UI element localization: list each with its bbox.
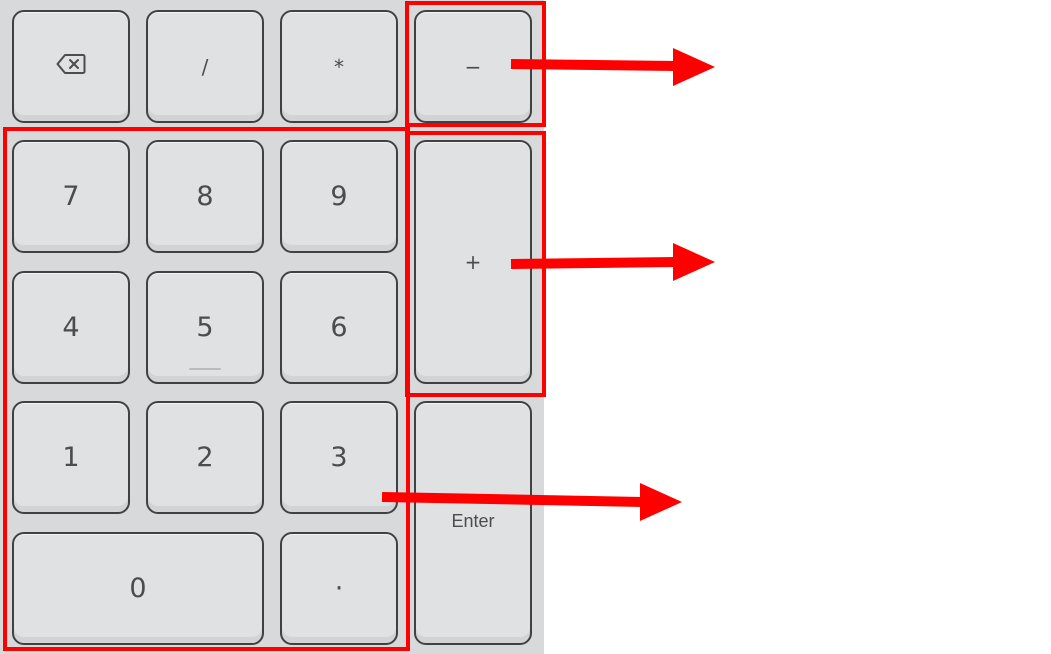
zero-key-label: 0 — [129, 573, 147, 604]
nine-key[interactable]: 9 — [280, 140, 398, 253]
minus-key-label: − — [464, 54, 482, 79]
enter-key-label: Enter — [451, 511, 495, 531]
one-key-label: 1 — [62, 442, 80, 473]
six-key[interactable]: 6 — [280, 271, 398, 384]
five-key-label: 5 — [196, 312, 214, 343]
eight-key[interactable]: 8 — [146, 140, 264, 253]
backspace-icon — [56, 51, 86, 82]
backspace-key[interactable] — [12, 10, 130, 123]
six-key-label: 6 — [330, 312, 348, 343]
one-key[interactable]: 1 — [12, 401, 130, 514]
four-key[interactable]: 4 — [12, 271, 130, 384]
decimal-key-label: · — [334, 573, 344, 604]
two-key[interactable]: 2 — [146, 401, 264, 514]
three-key-label: 3 — [330, 442, 348, 473]
four-key-label: 4 — [62, 312, 80, 343]
two-key-label: 2 — [196, 442, 214, 473]
enter-key[interactable]: Enter — [414, 401, 532, 645]
minus-key[interactable]: − — [414, 10, 532, 123]
seven-key-label: 7 — [62, 181, 80, 212]
five-key-tactile-bump — [189, 368, 221, 370]
nine-key-label: 9 — [330, 181, 348, 212]
plus-key-label: + — [464, 250, 482, 274]
divide-key[interactable]: / — [146, 10, 264, 123]
eight-key-label: 8 — [196, 181, 214, 212]
divide-key-label: / — [201, 54, 209, 79]
five-key[interactable]: 5 — [146, 271, 264, 384]
multiply-key-label: * — [334, 54, 344, 79]
zero-key[interactable]: 0 — [12, 532, 264, 645]
seven-key[interactable]: 7 — [12, 140, 130, 253]
three-key[interactable]: 3 — [280, 401, 398, 514]
multiply-key[interactable]: * — [280, 10, 398, 123]
plus-key[interactable]: + — [414, 140, 532, 384]
decimal-key[interactable]: · — [280, 532, 398, 645]
